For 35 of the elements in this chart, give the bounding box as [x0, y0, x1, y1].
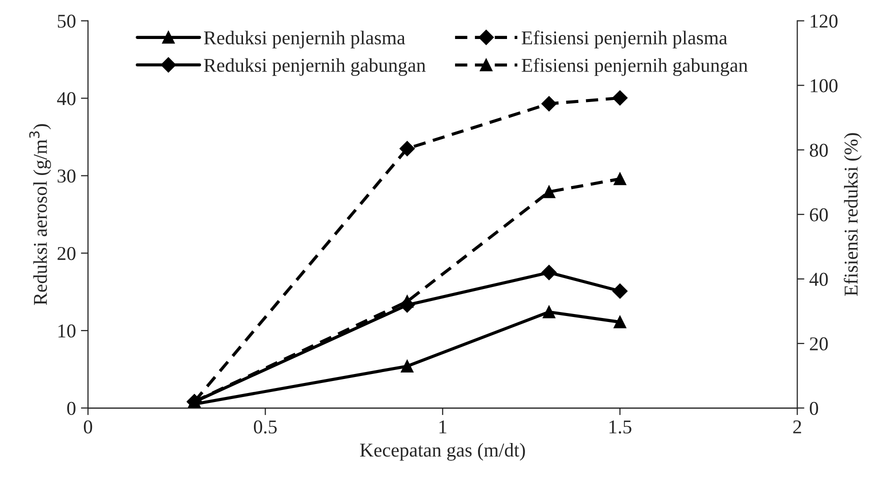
point [614, 316, 626, 328]
point [542, 186, 556, 198]
x-axis-title: Kecepatan gas (m/dt) [360, 443, 525, 461]
legend-label: Reduksi penjernih plasma [204, 30, 406, 48]
y-tick-label: 0 [67, 402, 76, 415]
legend-label: Efisiensi penjernih gabungan [522, 58, 748, 76]
x-tick-label: 0.5 [254, 420, 277, 434]
legend-label: Efisiensi penjernih plasma [522, 30, 728, 48]
point [614, 172, 626, 186]
y2-tick-label: 0 [810, 402, 818, 415]
point [612, 90, 628, 106]
point [400, 141, 415, 156]
x-tick-label: 1.5 [610, 420, 632, 434]
y-tick-label: 10 [58, 324, 76, 338]
x-tick-label: 1 [439, 420, 446, 434]
point [612, 284, 628, 299]
y2-tick-label: 120 [810, 14, 838, 28]
x-tick-label: 0 [84, 420, 92, 434]
y-tick-label: 50 [58, 14, 76, 28]
y-axis-title: Reduksi aerosol (g/m$^{3}$) [29, 124, 51, 305]
point [542, 306, 556, 318]
point [541, 96, 557, 112]
legend-label: Reduksi penjernih gabungan [204, 58, 426, 76]
point [400, 360, 414, 372]
x-tick-label: 2 [793, 420, 802, 434]
y-tick-label: 40 [57, 92, 76, 106]
y2-tick-label: 20 [810, 337, 828, 350]
y2-tick-label: 80 [810, 144, 828, 157]
y-tick-label: 30 [58, 170, 76, 183]
y2-tick-label: 60 [810, 208, 828, 222]
y2-axis-title: Efisiensi reduksi (%) [844, 133, 862, 296]
y2-tick-label: 100 [810, 79, 838, 92]
y-tick-label: 20 [58, 246, 76, 260]
point [541, 264, 557, 280]
y2-tick-label: 40 [809, 272, 828, 286]
